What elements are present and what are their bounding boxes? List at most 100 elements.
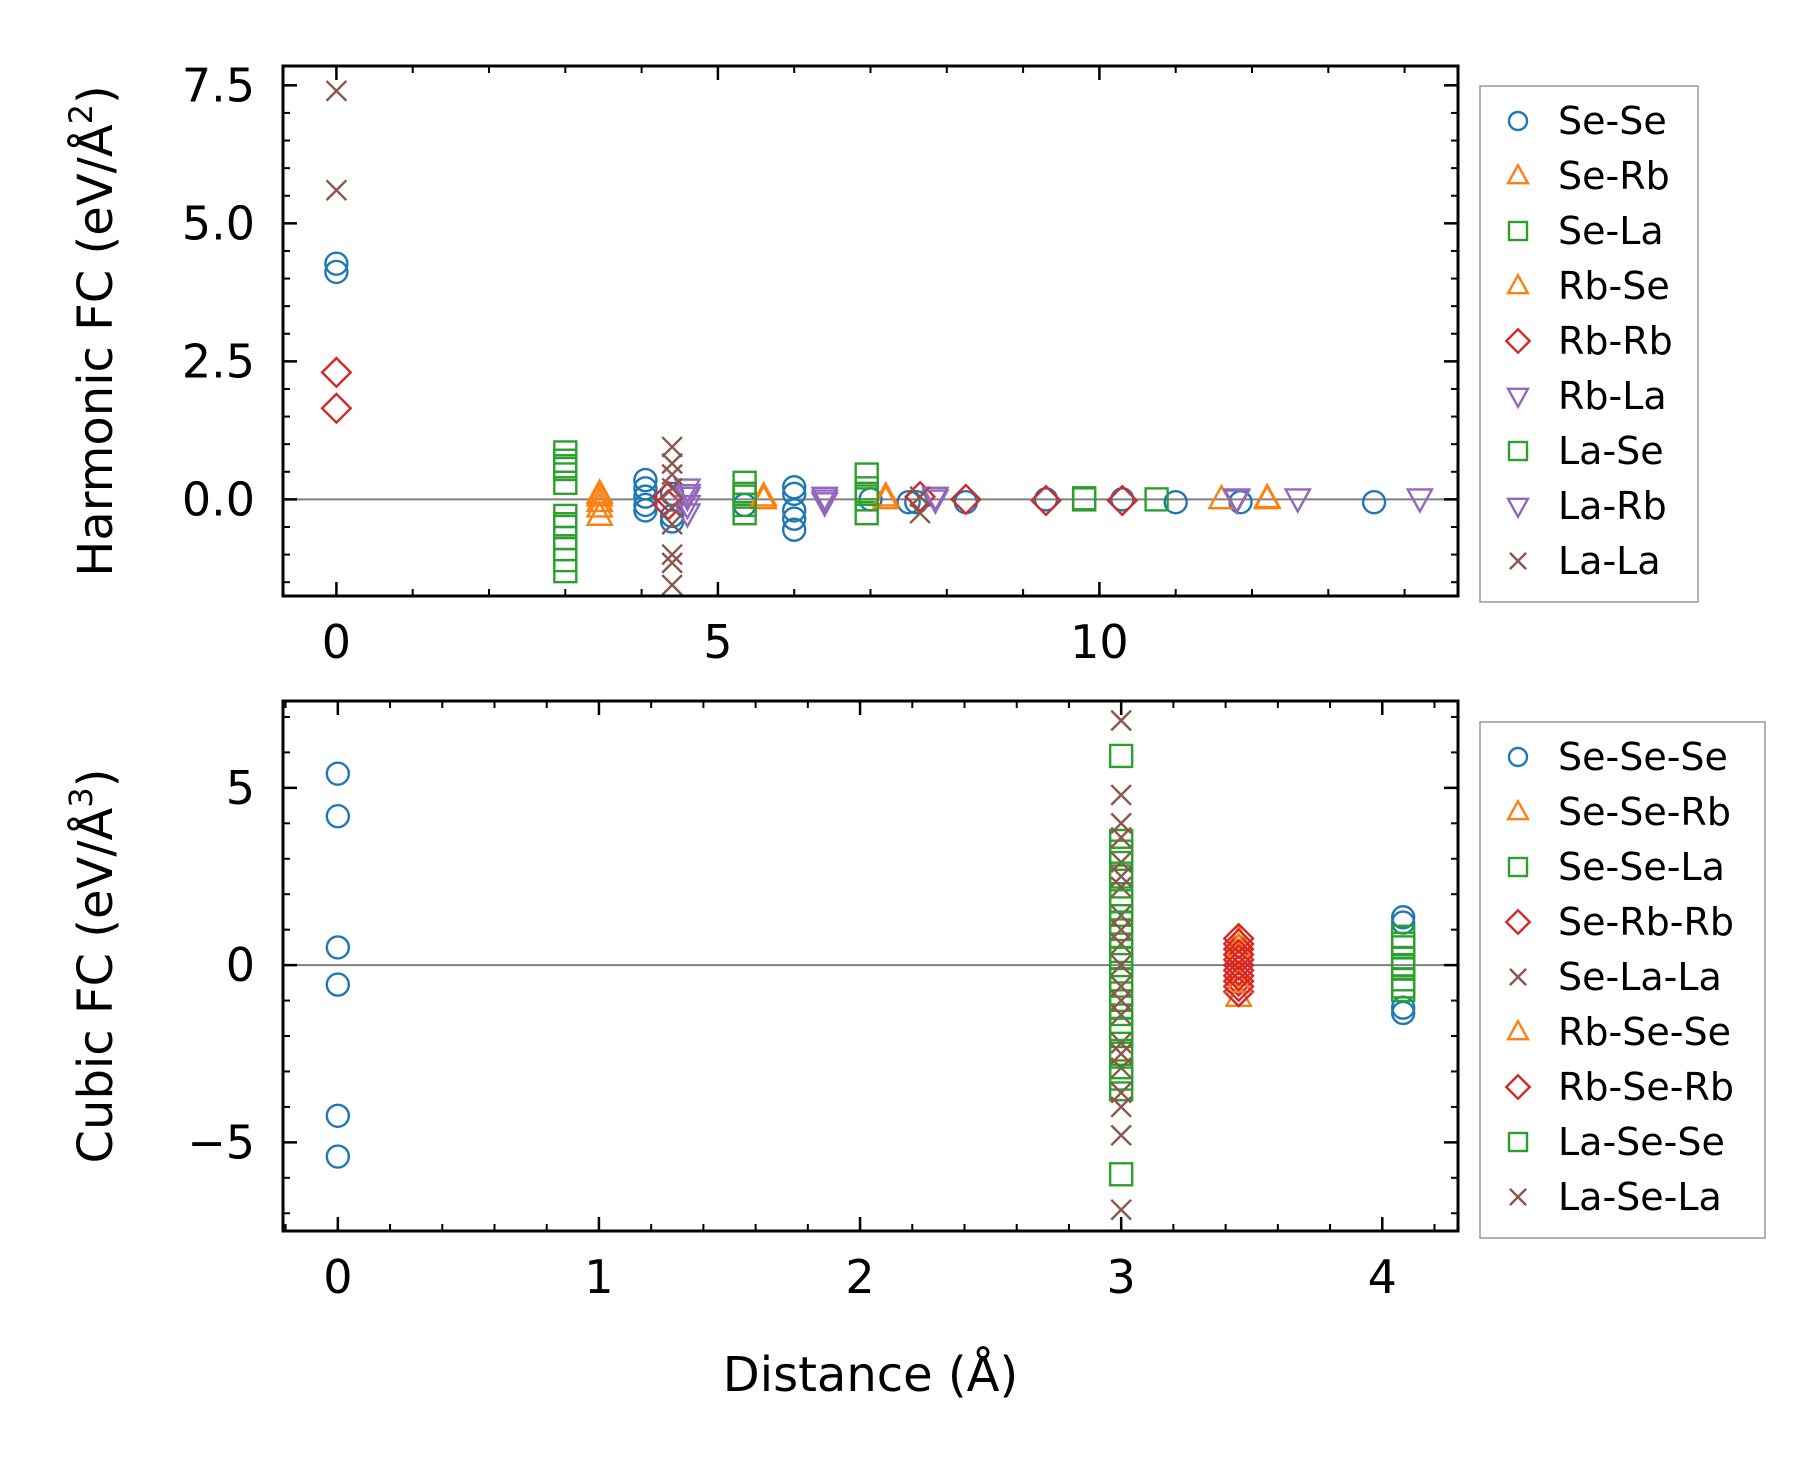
- data-point-se-la-la: [1110, 1198, 1132, 1221]
- legend-marker-rb-la: [1506, 387, 1530, 410]
- legend-label-se-se-se: Se-Se-Se: [1558, 735, 1728, 779]
- data-point-rb-rb: [904, 480, 937, 513]
- data-point-la-la: [909, 485, 931, 508]
- data-point-se-se-se: [325, 761, 351, 786]
- x-tick-label: 0: [322, 615, 351, 669]
- series-la-rb: [673, 483, 1251, 516]
- data-point-la-la: [661, 543, 683, 566]
- data-point-se-la: [553, 440, 578, 465]
- data-point-se-se: [633, 467, 658, 493]
- data-point-la-se-la: [1110, 954, 1132, 976]
- legend-label-rb-la: Rb-La: [1558, 374, 1667, 418]
- data-point-se-se-se: [1390, 910, 1416, 935]
- data-point-se-se-se: [325, 1103, 351, 1128]
- legend-marker-la-la: [1509, 552, 1527, 570]
- data-point-rb-se-rb: [1222, 927, 1255, 960]
- data-point-la-la: [325, 179, 348, 201]
- data-point-se-rb: [871, 483, 900, 510]
- series-se-la: [553, 440, 1169, 584]
- data-point-la-se-se: [1390, 974, 1416, 999]
- data-point-se-se-la: [1108, 1162, 1134, 1187]
- data-point-la-la: [661, 513, 683, 535]
- data-point-rb-rb: [949, 483, 982, 516]
- data-point-rb-se: [585, 480, 614, 507]
- harmonic-fc-panel: 0 5 10 0.0 2.5 5.0 7.5 Harmonic FC (eV/Å2) Se-Se…: [62, 58, 1699, 669]
- data-point-se-rb-rb: [1222, 922, 1255, 955]
- legend-marker-la-rb: [1506, 497, 1530, 520]
- legend-marker-la-se-la: [1509, 1188, 1527, 1206]
- data-point-rb-rb: [320, 356, 353, 389]
- data-point-se-se: [1110, 487, 1135, 512]
- data-point-la-se-se: [1108, 889, 1134, 914]
- data-point-rb-se: [1253, 482, 1282, 509]
- legend-label-se-la: Se-La: [1558, 209, 1664, 253]
- data-point-se-se-la: [1108, 743, 1134, 769]
- data-point-se-se: [324, 259, 349, 285]
- legend-marker-rb-rb: [1504, 327, 1532, 355]
- cubic-fc-panel: 0 1 2 3 4 −5 0 5 Cubic FC (eV/Å3) Distance (Å) Se-…: [62, 699, 1766, 1403]
- data-point-la-la: [661, 496, 683, 519]
- data-point-rb-la: [1405, 488, 1434, 514]
- series-rb-rb: [320, 356, 1139, 521]
- y-tick-label: −5: [187, 1115, 255, 1169]
- data-point-se-se: [782, 481, 807, 507]
- y-axis-label: Cubic FC (eV/Å3): [62, 769, 124, 1164]
- data-point-la-se-se: [1108, 945, 1134, 971]
- legend-marker-rb-se-se: [1506, 1018, 1530, 1041]
- legend-marker-la-se: [1507, 440, 1529, 462]
- plot-frame: [281, 64, 1460, 598]
- series-rb-se: [585, 480, 1282, 509]
- data-point-la-se-la: [1110, 989, 1132, 1012]
- legend-label-se-rb-rb: Se-Rb-Rb: [1558, 900, 1734, 944]
- data-point-se-la: [1144, 487, 1169, 512]
- data-point-rb-se-rb: [1222, 959, 1255, 992]
- data-point-rb-se-rb: [1222, 949, 1255, 982]
- data-point-la-la: [661, 436, 683, 458]
- data-point-la-se-la: [1110, 918, 1132, 941]
- data-point-la-la: [661, 552, 683, 574]
- data-point-la-la: [661, 452, 683, 475]
- data-point-la-rb: [810, 489, 839, 516]
- legend-marker-se-se-rb: [1506, 798, 1530, 821]
- legend-marker-se-se-la: [1507, 856, 1529, 878]
- data-point-la-rb: [921, 489, 950, 516]
- data-point-la-se: [732, 484, 757, 509]
- y-tick-label: 0.0: [182, 472, 255, 526]
- data-point-la-se-se: [1108, 839, 1134, 864]
- data-point-se-se: [782, 517, 807, 542]
- data-point-la-se-se: [1108, 1016, 1134, 1042]
- data-point-la-se: [553, 512, 578, 537]
- series-la-la: [325, 80, 931, 596]
- legend-marker-se-rb-rb: [1504, 908, 1532, 936]
- data-point-se-se: [782, 498, 807, 523]
- data-point-se-se: [633, 484, 658, 509]
- legend-label-rb-se: Rb-Se: [1558, 264, 1670, 308]
- data-point-la-se: [553, 454, 578, 479]
- legend-label-rb-rb: Rb-Rb: [1558, 319, 1673, 363]
- data-point-la-se-la: [1110, 865, 1132, 888]
- data-point-la-se-la: [1110, 1042, 1132, 1065]
- data-point-rb-la: [673, 478, 702, 505]
- legend-label-la-se-la: La-Se-La: [1558, 1175, 1722, 1219]
- y-tick-label: 2.5: [182, 334, 255, 388]
- legend-marker-la-se-se: [1507, 1131, 1529, 1153]
- data-point-la-se-la: [1110, 826, 1132, 849]
- data-point-la-rb: [1222, 489, 1251, 516]
- x-tick-label: 10: [1070, 615, 1129, 669]
- legend-marker-se-se: [1507, 110, 1529, 132]
- data-point-se-se-se: [325, 1144, 351, 1169]
- data-point-se-se-se: [1390, 905, 1416, 930]
- data-point-rb-rb: [1029, 484, 1062, 517]
- data-point-se-la-la: [1110, 1032, 1132, 1054]
- legend-label-la-rb: La-Rb: [1558, 484, 1667, 528]
- series-la-se-la: [1110, 826, 1132, 1104]
- series-la-se: [553, 454, 1097, 537]
- data-point-se-la: [553, 558, 578, 584]
- data-point-se-se: [324, 251, 349, 276]
- data-point-la-se-la: [1110, 1081, 1132, 1104]
- legend-label-se-se-rb: Se-Se-Rb: [1558, 790, 1731, 834]
- data-point-la-la: [909, 502, 931, 524]
- data-point-se-se: [782, 506, 807, 531]
- data-point-la-la: [325, 80, 348, 102]
